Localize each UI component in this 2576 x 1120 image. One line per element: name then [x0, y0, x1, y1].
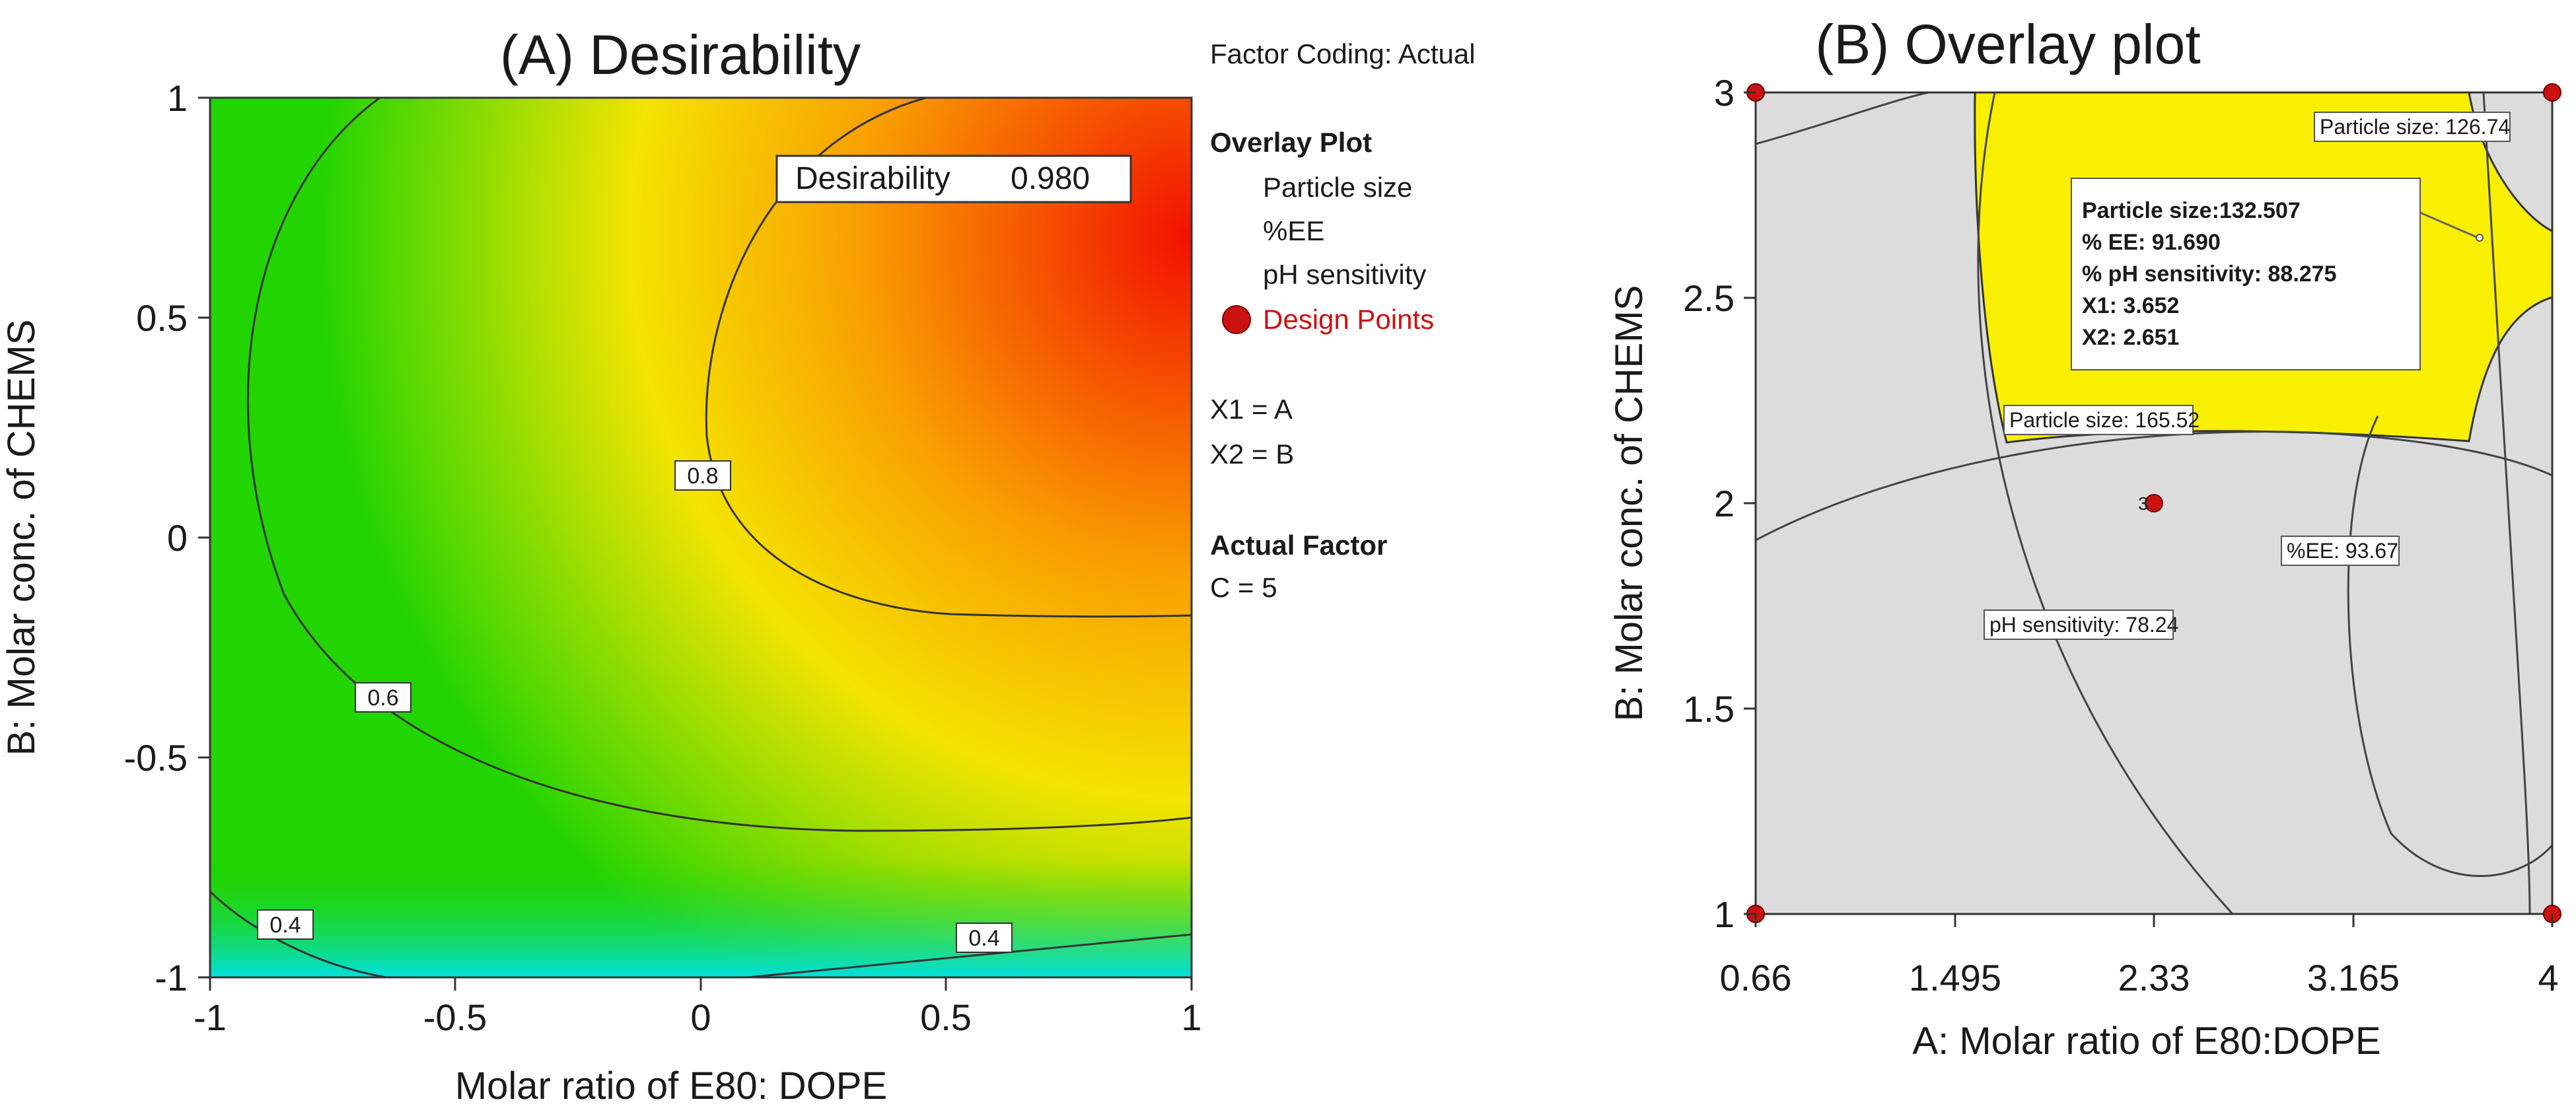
ee-contour: [2347, 415, 2552, 877]
legend-design-point-marker: [1222, 305, 1251, 334]
optimum-point-marker: [2476, 234, 2484, 242]
y-tick-label: 2.5: [1683, 277, 1735, 319]
contour-line-0-8: [705, 98, 1192, 618]
svg-text:Particle size: 126.74: Particle size: 126.74: [2320, 115, 2510, 139]
tooltip-x2: X2: 2.651: [2082, 325, 2179, 350]
panel-a-title: (A) Desirability: [500, 24, 861, 86]
legend-x1: X1 = A: [1210, 394, 1293, 425]
y-tick-label: -0.5: [124, 737, 188, 779]
x-tick-label: 0: [690, 997, 711, 1038]
y-tick-label: 3: [1714, 72, 1735, 114]
desirability-label: Desirability: [795, 161, 950, 196]
x-tick-label: 3.165: [2307, 957, 2400, 998]
heatmap-plot-area: [210, 98, 1192, 977]
y-tick-label: 0: [167, 517, 188, 559]
x-tick-label: -0.5: [423, 997, 487, 1038]
contour-line-0-6: [246, 98, 1192, 832]
contour-line-0-4-right: [747, 933, 1192, 977]
legend: Factor Coding: Actual Overlay Plot Parti…: [1210, 38, 1476, 603]
svg-text:0.8: 0.8: [687, 464, 718, 489]
panel-a-x-title: Molar ratio of E80: DOPE: [455, 1065, 887, 1107]
contour-label-0-8: 0.8: [674, 460, 731, 491]
panel-b-y-title: B: Molar conc. of CHEMS: [1608, 285, 1651, 722]
contour-line-0-4-left: [210, 890, 387, 977]
contour-label-0-4-right: 0.4: [956, 923, 1013, 953]
legend-item-ee: %EE: [1263, 215, 1324, 246]
x-tick-label: 1.495: [1909, 957, 2001, 998]
design-point: [2145, 494, 2163, 512]
panel-b-title: (B) Overlay plot: [1815, 13, 2201, 75]
svg-text:0.4: 0.4: [968, 926, 999, 951]
x-tick-label: 0.66: [1720, 957, 1792, 998]
design-point: [2543, 83, 2561, 102]
panel-a-x-axis: -1 -0.5 0 0.5 1 Molar ratio of E80: DOPE: [194, 977, 1202, 1107]
ph-sensitivity-contour: [1977, 92, 2234, 914]
design-point-count-label: 3: [2138, 493, 2149, 514]
svg-text:pH sensitivity: 78.24: pH sensitivity: 78.24: [1989, 613, 2178, 637]
contour-label-0-4-left: 0.4: [257, 909, 314, 940]
y-tick-label: 2: [1714, 483, 1735, 524]
svg-text:%EE: 93.67: %EE: 93.67: [2287, 539, 2398, 563]
contour-label-ee: %EE: 93.67: [2281, 536, 2400, 566]
desirability-callout: Desirability 0.980: [775, 155, 1132, 203]
desirability-value: 0.980: [1011, 161, 1090, 196]
y-tick-label: 0.5: [136, 297, 188, 339]
tooltip-x1: X1: 3.652: [2082, 293, 2179, 318]
particle-size-contour-right: [2482, 92, 2531, 914]
x-tick-label: 1: [1181, 997, 1201, 1038]
panel-a-y-axis: 1 0.5 0 -0.5 -1 B: Molar conc. of CHEMS: [0, 77, 210, 998]
y-tick-label: -1: [155, 957, 188, 998]
panel-b-y-axis: 3 2.5 2 1.5 1 B: Molar conc. of CHEMS: [1608, 72, 1756, 935]
x-tick-label: 2.33: [2118, 957, 2190, 998]
x-tick-label: 4: [2538, 957, 2558, 998]
panel-a: (A) Desirability 0.8 0.6 0.4 0.4: [0, 24, 1202, 1107]
optimum-tooltip: Particle size:132.507 % EE: 91.690 % pH …: [2071, 178, 2421, 370]
legend-overlay-header: Overlay Plot: [1210, 127, 1372, 158]
legend-x2: X2 = B: [1210, 438, 1294, 470]
svg-text:0.4: 0.4: [269, 913, 301, 938]
panel-b: (B) Overlay plot Particle size: 126.74 P…: [1608, 13, 2561, 1063]
contour-label-ph-sensitivity: pH sensitivity: 78.24: [1984, 610, 2178, 640]
y-tick-label: 1: [1714, 893, 1735, 935]
legend-factor-coding: Factor Coding: Actual: [1210, 38, 1476, 69]
panel-a-y-title: B: Molar conc. of CHEMS: [0, 320, 43, 756]
svg-text:0.6: 0.6: [367, 685, 398, 711]
heatmap-fill: [210, 98, 1192, 977]
panel-b-x-title: A: Molar ratio of E80:DOPE: [1912, 1020, 2380, 1063]
x-tick-label: -1: [194, 997, 227, 1038]
tooltip-ee: % EE: 91.690: [2082, 230, 2221, 255]
legend-actual-factor-header: Actual Factor: [1210, 530, 1387, 561]
particle-size-contour-lower: [1756, 431, 2552, 542]
legend-design-points: Design Points: [1263, 304, 1434, 335]
heatmap-low-region: [210, 858, 1192, 977]
y-tick-label: 1: [167, 77, 188, 119]
tooltip-connector: [2419, 211, 2479, 239]
y-tick-label: 1.5: [1683, 688, 1735, 730]
contour-label-0-6: 0.6: [355, 682, 411, 713]
svg-text:Particle size: 165.52: Particle size: 165.52: [2009, 408, 2200, 432]
x-tick-label: 0.5: [920, 997, 972, 1038]
legend-item-ph: pH sensitivity: [1263, 259, 1426, 290]
legend-item-particle-size: Particle size: [1263, 172, 1412, 203]
particle-size-contour-left: [1756, 92, 1929, 145]
tooltip-particle-size: Particle size:132.507: [2082, 198, 2301, 223]
panel-b-x-axis: 0.66 1.495 2.33 3.165 4 A: Molar ratio o…: [1720, 914, 2559, 1063]
tooltip-ph: % pH sensitivity: 88.275: [2082, 262, 2337, 287]
contour-label-particle-size-165: Particle size: 165.52: [2003, 405, 2200, 435]
legend-actual-factor-value: C = 5: [1210, 572, 1277, 603]
contour-label-particle-size-126: Particle size: 126.74: [2314, 112, 2511, 142]
